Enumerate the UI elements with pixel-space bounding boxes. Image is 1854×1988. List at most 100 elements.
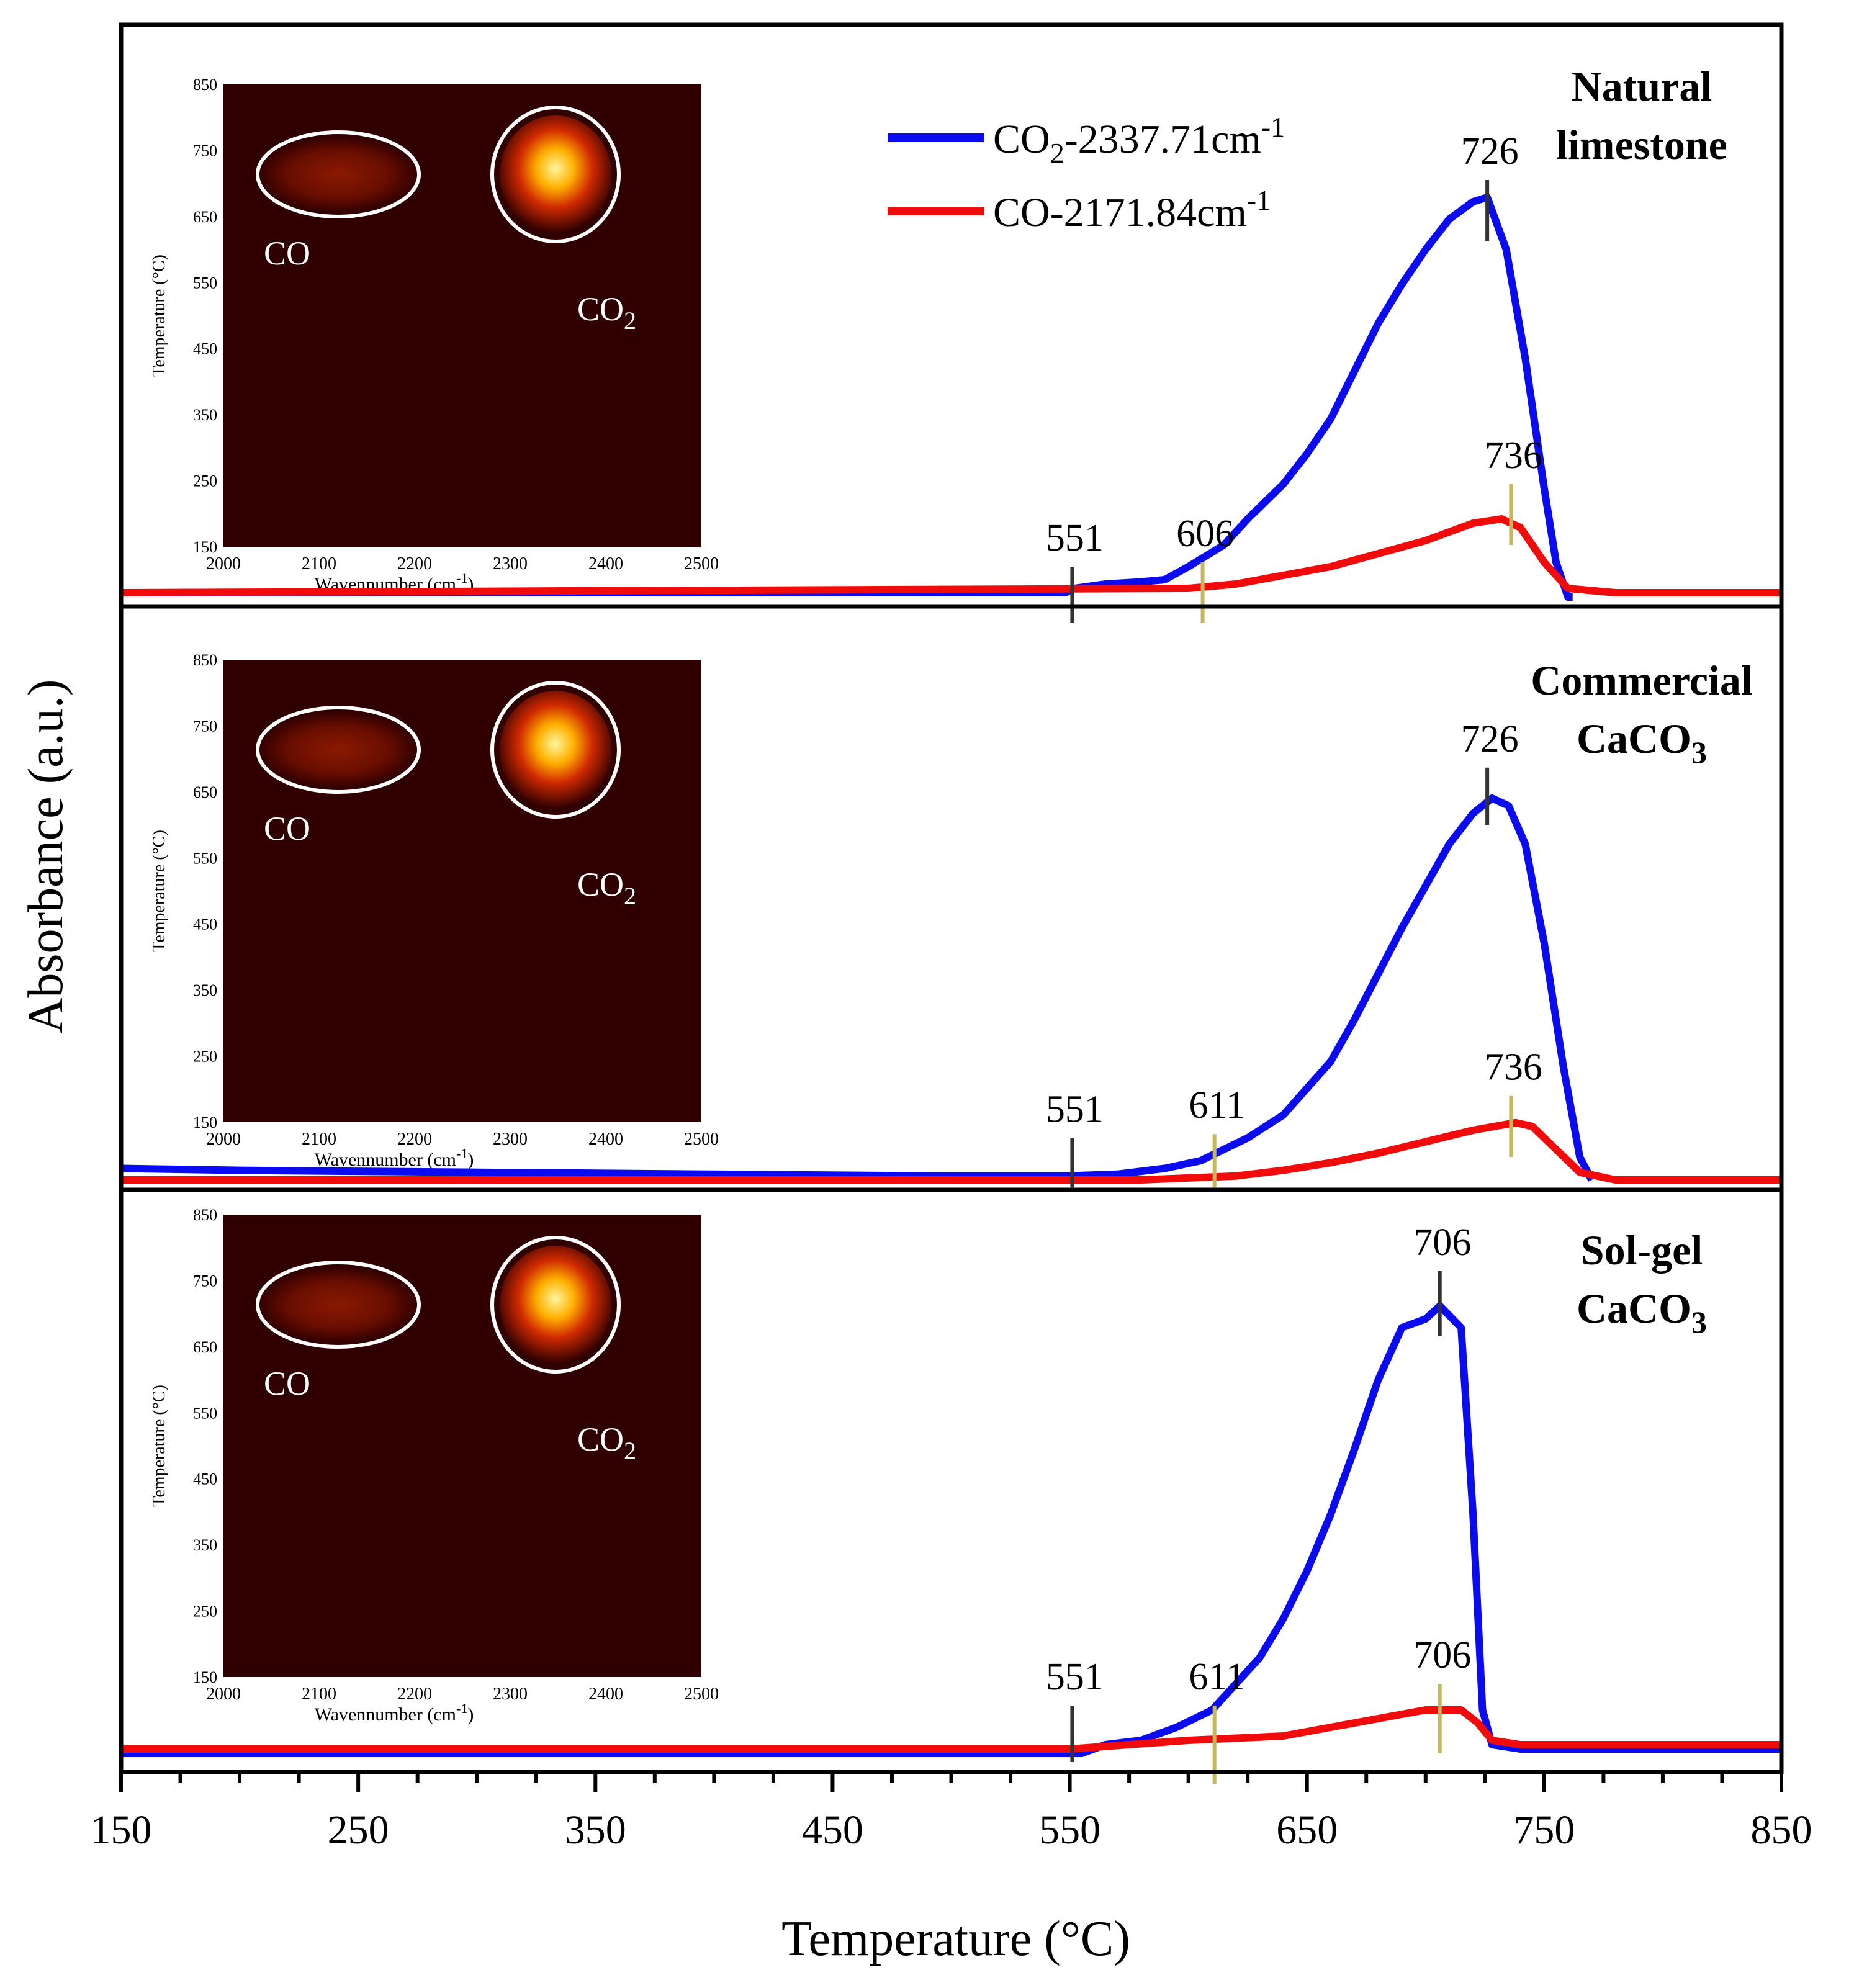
marker-label: 611 [1189,1084,1245,1127]
x-tick-label: 550 [1039,1807,1100,1853]
co-ellipse [256,706,421,794]
inset-x-axis-label-end: ) [467,574,474,595]
inset-y-tick-label: 150 [193,1113,217,1131]
heatmap-co2-band [500,691,611,809]
legend: CO2-2337.71cm-1 CO-2171.84cm-1 [888,111,1285,235]
panel-label-line2: CaCO3 [1577,1285,1707,1339]
inset-co-label: CO [264,810,310,847]
heatmap-co2-band [500,1246,611,1364]
inset-y-tick-label: 450 [193,1470,217,1488]
inset-x-tick-label: 2500 [684,1130,719,1149]
inset-x-tick-label: 2100 [302,554,336,573]
inset-co2-subscript: 2 [624,1437,636,1465]
panel-label-line1: Sol-gel [1581,1226,1703,1274]
inset-x-tick-label: 2300 [493,554,528,573]
panel-label-line2: limestone [1556,121,1727,168]
inset-y-tick-label: 750 [193,142,217,160]
heatmap-co2-band [500,115,611,233]
marker-label: 736 [1485,434,1542,477]
axes-frame [119,22,1784,1774]
x-tick-label: 350 [565,1807,626,1853]
co-ellipse [256,130,421,218]
inset-y-axis-label: Temperature (°C) [150,830,169,952]
inset-x-tick-label: 2100 [302,1684,336,1704]
panels: CO CO 2 850 750 650 550 450 350 250 150 2000 2100 220… [120,63,1781,1784]
panel-label-line1: Natural [1572,63,1712,110]
y-axis-label: Absorbance (a.u.) [19,680,73,1034]
heatmap-co-band [258,711,419,788]
marker-label: 726 [1461,130,1519,173]
marker-label: 551 [1046,1656,1104,1698]
x-tick-label: 150 [91,1807,152,1853]
inset-y-axis-label: Temperature (°C) [150,254,169,377]
inset-x-axis-label-sup: -1 [456,1146,467,1161]
inset-x-axis-label-sup: -1 [456,570,467,586]
inset-x-tick-label: 2500 [684,1684,719,1704]
panel-label-subscript: 3 [1691,735,1707,770]
inset-y-tick-label: 350 [193,1536,217,1554]
inset-y-tick-label: 350 [193,981,217,999]
inset-y-tick-label: 250 [193,472,217,490]
marker-label: 726 [1461,718,1519,760]
co2-line [120,794,1595,1182]
inset-co2-subscript: 2 [624,307,636,335]
inset-x-tick-label: 2100 [302,1130,336,1149]
marker-label: 706 [1413,1221,1471,1264]
inset-x-axis-label: Wavennumber (cm-1) [315,1146,474,1170]
inset-x-tick-label: 2400 [588,1684,623,1704]
inset-y-axis-label: Temperature (°C) [150,1385,169,1507]
inset-y-tick-label: 850 [193,76,217,94]
inset-y-tick-label: 650 [193,783,217,801]
inset-y-tick-label: 150 [193,1668,217,1686]
legend-subscript: 2 [1050,137,1064,169]
co2-ellipse [490,106,621,243]
inset-x-tick-label: 2400 [588,554,623,573]
inset-y-tick-label: 750 [193,1272,217,1290]
legend-label-rest: -2337.71cm [1064,117,1261,162]
inset-x-tick-label: 2200 [397,1684,432,1704]
inset-x-axis-label: Wavennumber (cm-1) [315,1701,474,1725]
x-axis-label: Temperature (°C) [781,1912,1130,1966]
inset-x-tick-label: 2300 [493,1130,528,1149]
inset-x-tick-label: 2000 [206,554,241,573]
inset-y-tick-label: 450 [193,915,217,933]
legend-superscript: -1 [1247,184,1271,216]
inset-y-tick-label: 250 [193,1603,217,1621]
x-tick-label: 250 [328,1807,389,1853]
co2-line [121,194,1573,601]
inset-co-label: CO [264,1365,310,1402]
co-line [121,1118,1781,1184]
heatmap-co-band [258,136,419,213]
marker-label: 736 [1485,1046,1542,1089]
heatmap-co-band [258,1266,419,1343]
co2-ellipse [490,1236,621,1374]
legend-superscript: -1 [1261,111,1285,143]
legend-label: CO-2171.84cm-1 [993,184,1271,235]
co-line [121,1706,1781,1753]
marker-label: 551 [1046,1088,1104,1130]
inset-x-axis-label-end: ) [467,1704,474,1725]
inset-y-tick-label: 650 [193,208,217,226]
co2-ellipse [490,681,621,819]
x-tick-label: 850 [1751,1807,1812,1853]
inset-x-axis-label-end: ) [467,1149,474,1170]
legend-label-rest: -2171.84cm [1050,190,1247,235]
marker-label: 551 [1046,517,1104,559]
inset-co2-subscript: 2 [624,882,636,910]
co-line [120,515,1781,596]
legend-label: CO2-2337.71cm-1 [993,111,1285,169]
inset-x-axis-label-sup: -1 [456,1701,467,1716]
inset-y-tick-label: 550 [193,1404,217,1422]
inset-y-tick-label: 550 [193,274,217,292]
x-tick-label: 650 [1276,1807,1338,1853]
co-ellipse [256,1261,421,1349]
inset-y-tick-label: 850 [193,1206,217,1224]
inset-x-tick-label: 2400 [588,1130,623,1149]
inset-y-tick-label: 650 [193,1338,217,1356]
